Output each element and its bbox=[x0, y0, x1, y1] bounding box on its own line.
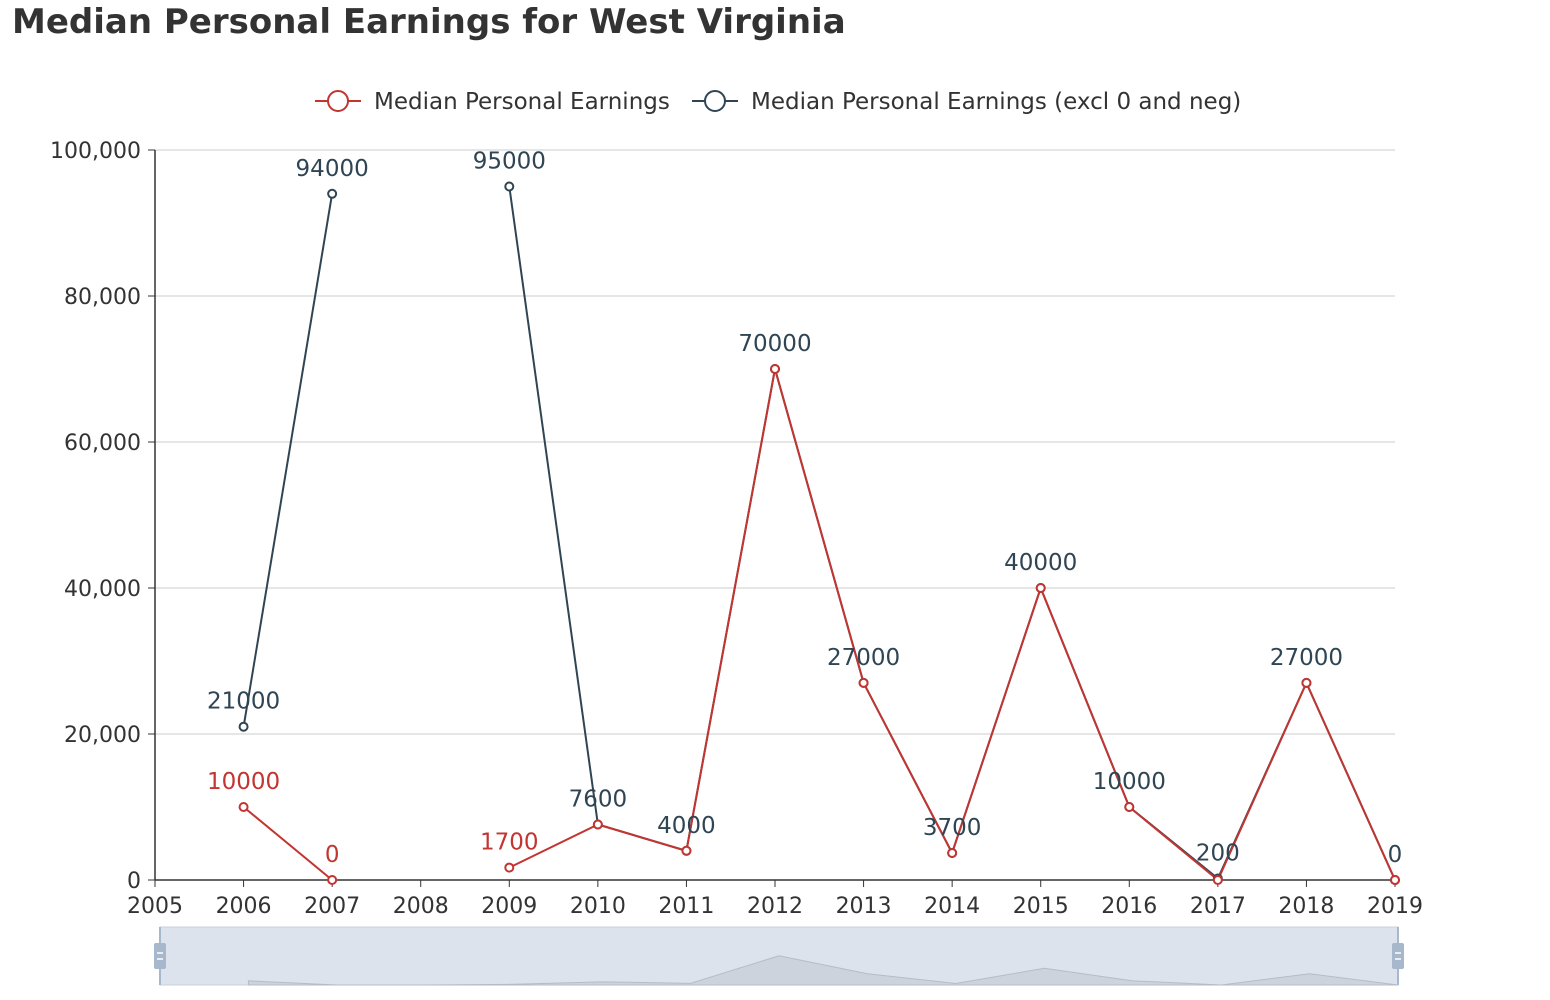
data-label: 7600 bbox=[569, 787, 628, 813]
legend-label: Median Personal Earnings (excl 0 and neg… bbox=[751, 89, 1241, 115]
series-line bbox=[242, 193, 334, 727]
zoom-handle-left[interactable] bbox=[154, 927, 166, 985]
data-point[interactable] bbox=[1390, 875, 1400, 885]
data-point[interactable] bbox=[592, 819, 603, 830]
data-label: 10000 bbox=[207, 769, 280, 795]
data-point[interactable] bbox=[1035, 583, 1046, 593]
data-label: 0 bbox=[1388, 842, 1403, 868]
data-point[interactable] bbox=[770, 364, 780, 374]
x-tick-label: 2012 bbox=[747, 894, 803, 919]
x-tick-label: 2006 bbox=[216, 894, 272, 919]
axes: 0 20,000 40,000 60,000 80,000 100,000 2005 2006… bbox=[50, 139, 1423, 919]
legend-marker bbox=[327, 90, 349, 112]
zoom-preview-area bbox=[247, 955, 1399, 986]
data-point[interactable] bbox=[681, 845, 692, 856]
data-label: 200 bbox=[1196, 841, 1240, 867]
data-point[interactable] bbox=[327, 875, 338, 885]
data-point[interactable] bbox=[1301, 677, 1312, 688]
data-point[interactable] bbox=[947, 847, 958, 858]
grid-lines bbox=[155, 149, 1395, 735]
data-point[interactable] bbox=[238, 721, 249, 732]
data-label: 70000 bbox=[738, 331, 811, 357]
data-zoom-slider[interactable] bbox=[154, 926, 1404, 986]
y-tick-label: 80,000 bbox=[64, 285, 141, 310]
x-tick-label: 2017 bbox=[1190, 894, 1246, 919]
data-point[interactable] bbox=[1124, 802, 1135, 812]
data-point[interactable] bbox=[504, 181, 515, 192]
x-tick-label: 2011 bbox=[658, 894, 714, 919]
data-label: 95000 bbox=[473, 149, 546, 175]
data-label: 1700 bbox=[480, 830, 539, 856]
x-tick-label: 2007 bbox=[304, 894, 360, 919]
page-title: Median Personal Earnings for West Virgin… bbox=[12, 2, 846, 42]
data-label: 27000 bbox=[1270, 645, 1343, 671]
series-line bbox=[508, 186, 1396, 881]
data-point[interactable] bbox=[504, 862, 515, 873]
data-point[interactable] bbox=[1212, 875, 1223, 885]
zoom-handle-right[interactable] bbox=[1392, 927, 1404, 985]
y-tick-label: 20,000 bbox=[64, 723, 141, 748]
legend[interactable]: Median Personal Earnings Median Personal … bbox=[315, 89, 1241, 115]
x-tick-label: 2019 bbox=[1367, 894, 1423, 919]
legend-marker bbox=[704, 90, 726, 112]
x-tick-label: 2013 bbox=[836, 894, 892, 919]
x-tick-label: 2010 bbox=[570, 894, 626, 919]
zoom-handle-grip bbox=[1392, 943, 1404, 969]
y-tick-label: 40,000 bbox=[64, 577, 141, 602]
data-point[interactable] bbox=[858, 677, 869, 688]
data-point[interactable] bbox=[327, 188, 338, 199]
data-label: 10000 bbox=[1093, 769, 1166, 795]
legend-label: Median Personal Earnings bbox=[374, 89, 670, 115]
y-tick-label: 0 bbox=[127, 869, 141, 894]
x-tick-label: 2018 bbox=[1278, 894, 1334, 919]
data-label: 4000 bbox=[657, 813, 716, 839]
data-label: 40000 bbox=[1004, 550, 1077, 576]
data-label: 21000 bbox=[207, 689, 280, 715]
data-label: 94000 bbox=[296, 156, 369, 182]
data-point[interactable] bbox=[238, 802, 249, 812]
series-line bbox=[508, 368, 1396, 882]
legend-item[interactable]: Median Personal Earnings bbox=[315, 89, 670, 115]
x-tick-label: 2014 bbox=[924, 894, 980, 919]
data-label: 0 bbox=[325, 842, 340, 868]
legend-item[interactable]: Median Personal Earnings (excl 0 and neg… bbox=[692, 89, 1241, 115]
x-tick-label: 2015 bbox=[1013, 894, 1069, 919]
x-tick-label: 2009 bbox=[481, 894, 537, 919]
data-label: 27000 bbox=[827, 645, 900, 671]
y-tick-label: 100,000 bbox=[50, 139, 141, 164]
zoom-handle-grip bbox=[154, 943, 166, 969]
x-tick-label: 2016 bbox=[1101, 894, 1157, 919]
x-tick-label: 2005 bbox=[127, 894, 183, 919]
data-label: 3700 bbox=[923, 815, 982, 841]
series-layer bbox=[238, 181, 1400, 885]
y-tick-label: 60,000 bbox=[64, 431, 141, 456]
series-line bbox=[242, 806, 333, 881]
data-labels: 10000 0 1700 21000 94000 95000 7600 4000 70000 27… bbox=[207, 149, 1402, 869]
x-tick-label: 2008 bbox=[393, 894, 449, 919]
